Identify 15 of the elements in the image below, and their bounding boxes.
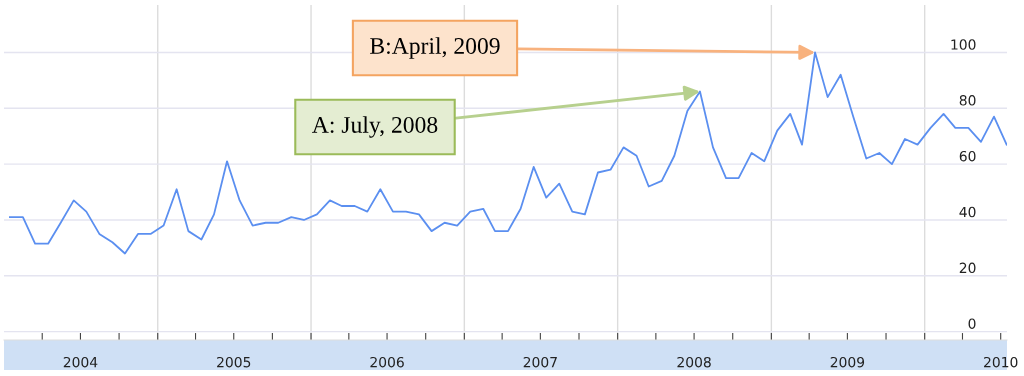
annotation: B:April, 2009 [370, 37, 500, 59]
x-tick-label: 2006 [370, 356, 404, 368]
x-tick-label: 2009 [830, 356, 865, 368]
x-tick-label: 2008 [677, 356, 711, 368]
x-tick-label: 2010 [984, 356, 1018, 368]
y-tick-label: 80 [959, 95, 976, 106]
y-tick-label: 100 [951, 39, 976, 50]
y-tick-label: 0 [968, 318, 976, 329]
annotation: A: July, 2008 [312, 116, 438, 138]
x-tick-label: 2004 [63, 356, 98, 368]
y-tick-label: 20 [959, 262, 976, 274]
x-tick-label: 2007 [523, 356, 557, 368]
y-tick-label: 40 [959, 206, 976, 218]
y-tick-label: 60 [959, 150, 976, 162]
x-tick-label: 2005 [217, 356, 251, 368]
